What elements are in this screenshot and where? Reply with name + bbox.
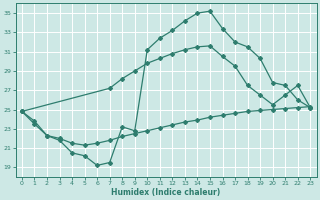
X-axis label: Humidex (Indice chaleur): Humidex (Indice chaleur) <box>111 188 221 197</box>
